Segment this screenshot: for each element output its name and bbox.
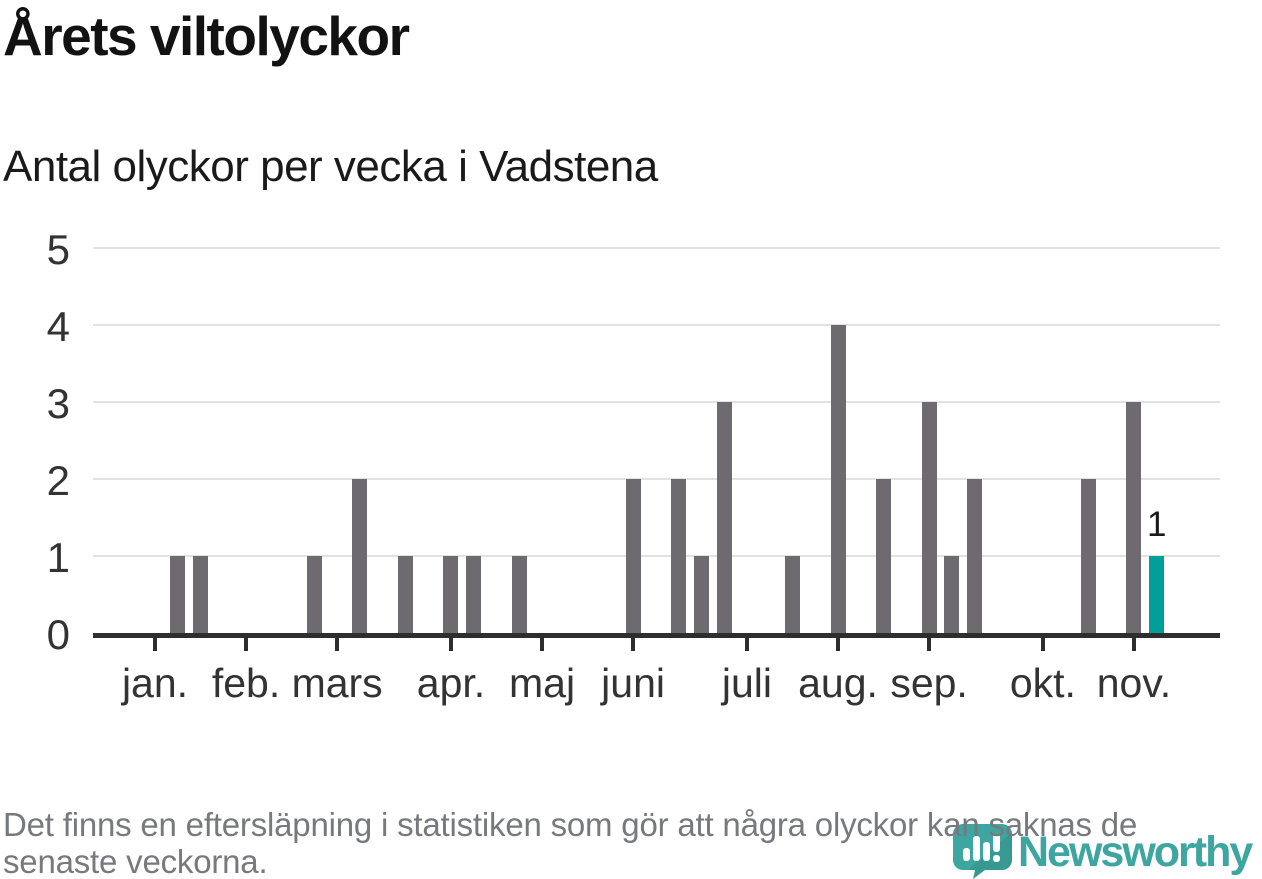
x-tick-juni	[631, 637, 636, 651]
x-tick-label-juli: juli	[721, 660, 772, 706]
bar-week-7	[306, 556, 322, 633]
bar-week-21	[625, 479, 641, 633]
x-tick-label-nov: nov.	[1096, 660, 1172, 706]
bar-week-32	[876, 479, 892, 633]
bar-week-2	[193, 556, 209, 633]
gridline-2	[93, 478, 1220, 480]
y-tick-label-2: 2	[46, 457, 70, 504]
chart-title: Årets viltolyckor	[3, 5, 410, 67]
y-tick-label-1: 1	[46, 534, 70, 581]
bar-week-36	[967, 479, 983, 633]
x-tick-label-okt: okt.	[1009, 660, 1076, 706]
gridline-5	[93, 247, 1220, 249]
newsworthy-wordmark: Newsworthy	[1018, 828, 1253, 876]
bar-week-41	[1080, 479, 1096, 633]
chart-subtitle: Antal olyckor per vecka i Vadstena	[3, 142, 658, 191]
gridline-1	[93, 555, 1220, 557]
bar-week-24	[693, 556, 709, 633]
bar-week-28	[784, 556, 800, 633]
x-tick-juli	[744, 637, 749, 651]
bar-week-30	[830, 325, 846, 633]
y-tick-label-4: 4	[46, 303, 70, 350]
x-tick-jan	[153, 637, 157, 651]
newsworthy-logo: Newsworthy	[952, 824, 1258, 879]
x-tick-label-maj: maj	[508, 660, 576, 706]
footnote: Det finns en eftersläpning i statistiken…	[3, 806, 1138, 879]
x-tick-label-sep: sep.	[890, 660, 968, 706]
x-tick-maj	[540, 637, 545, 651]
x-tick-sep	[927, 637, 932, 651]
y-tick-label-5: 5	[46, 226, 70, 273]
y-tick-label-3: 3	[46, 380, 70, 427]
bar-week-14	[466, 556, 482, 633]
y-tick-label-0: 0	[46, 611, 70, 658]
bar-week-16	[511, 556, 527, 633]
x-tick-mars	[335, 637, 340, 651]
x-tick-okt	[1040, 637, 1045, 651]
x-tick-apr	[448, 637, 453, 651]
x-tick-label-jan: jan.	[121, 660, 189, 706]
x-tick-label-apr: apr.	[416, 660, 486, 706]
x-tick-aug	[836, 637, 840, 651]
x-tick-label-mars: mars	[291, 660, 383, 706]
x-tick-feb	[244, 637, 249, 651]
x-tick-label-feb: feb.	[211, 660, 281, 706]
gridline-4	[93, 324, 1220, 326]
x-tick-label-aug: aug.	[798, 660, 878, 706]
bar-week-25	[716, 402, 732, 633]
bar-week-1	[170, 556, 186, 633]
x-axis-line	[93, 633, 1220, 638]
newsworthy-pin-icon	[953, 824, 1012, 879]
bar-week-43	[1126, 402, 1142, 633]
bar-week-35	[944, 556, 960, 633]
bar-week-13	[443, 556, 459, 633]
bar-week-11	[397, 556, 413, 633]
bar-highlight-week-44	[1149, 556, 1165, 633]
x-tick-nov	[1131, 637, 1136, 651]
gridline-3	[93, 401, 1220, 403]
bar-week-9	[352, 479, 368, 633]
bar-value-label: 1	[1147, 505, 1167, 544]
bar-week-34	[921, 402, 937, 633]
x-tick-label-juni: juni	[601, 660, 665, 706]
bar-week-23	[671, 479, 687, 633]
